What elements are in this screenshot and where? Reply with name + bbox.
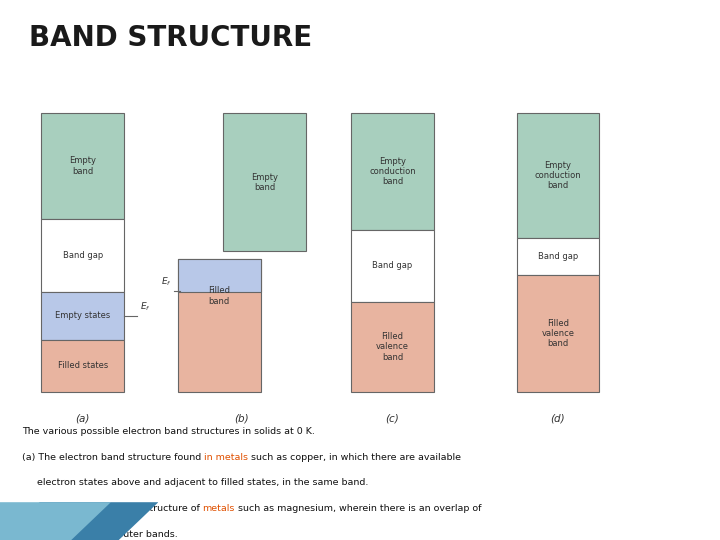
Bar <box>42 340 125 392</box>
Text: (d): (d) <box>551 414 565 423</box>
Text: Empty
band: Empty band <box>251 173 278 192</box>
Text: Empty
band: Empty band <box>69 157 96 176</box>
Bar <box>178 259 261 292</box>
Bar <box>351 302 434 392</box>
Text: Filled states: Filled states <box>58 361 108 370</box>
Text: (b) (b) The electron band structure of: (b) (b) The electron band structure of <box>22 504 202 514</box>
Text: Band gap: Band gap <box>538 252 578 261</box>
Text: Filled
band: Filled band <box>208 286 230 306</box>
Text: $E_f$: $E_f$ <box>161 275 172 288</box>
Text: filled and empty outer bands.: filled and empty outer bands. <box>22 530 177 539</box>
Text: (c): (c) <box>385 414 400 423</box>
Text: (b): (b) <box>235 414 249 423</box>
Bar <box>517 238 599 275</box>
Text: electron states above and adjacent to filled states, in the same band.: electron states above and adjacent to fi… <box>22 478 368 488</box>
Text: $E_f$: $E_f$ <box>140 301 150 313</box>
Text: BAND STRUCTURE: BAND STRUCTURE <box>29 24 312 52</box>
Text: metals: metals <box>202 504 235 514</box>
Text: Empty states: Empty states <box>55 312 110 320</box>
Bar <box>351 230 434 302</box>
Bar <box>42 113 125 219</box>
Text: Filled
valence
band: Filled valence band <box>376 332 409 362</box>
Text: in metals: in metals <box>204 453 248 462</box>
Text: Empty
conduction
band: Empty conduction band <box>369 157 415 186</box>
Polygon shape <box>0 502 158 540</box>
Bar <box>223 113 306 251</box>
Bar <box>517 275 599 391</box>
Text: Band gap: Band gap <box>63 251 103 260</box>
Text: Filled
valence
band: Filled valence band <box>541 319 575 348</box>
Text: Empty
conduction
band: Empty conduction band <box>535 160 581 191</box>
Polygon shape <box>0 502 111 540</box>
Text: Band gap: Band gap <box>372 261 413 271</box>
Text: such as magnesium, wherein there is an overlap of: such as magnesium, wherein there is an o… <box>235 504 482 514</box>
Text: The various possible electron band structures in solids at 0 K.: The various possible electron band struc… <box>22 427 315 436</box>
Bar <box>42 219 125 292</box>
Text: (a): (a) <box>76 414 90 423</box>
Text: (a) The electron band structure found: (a) The electron band structure found <box>22 453 204 462</box>
Text: such as copper, in which there are available: such as copper, in which there are avail… <box>248 453 461 462</box>
Bar <box>42 292 125 340</box>
Bar <box>351 113 434 230</box>
Bar <box>517 113 599 238</box>
Bar <box>178 259 261 392</box>
